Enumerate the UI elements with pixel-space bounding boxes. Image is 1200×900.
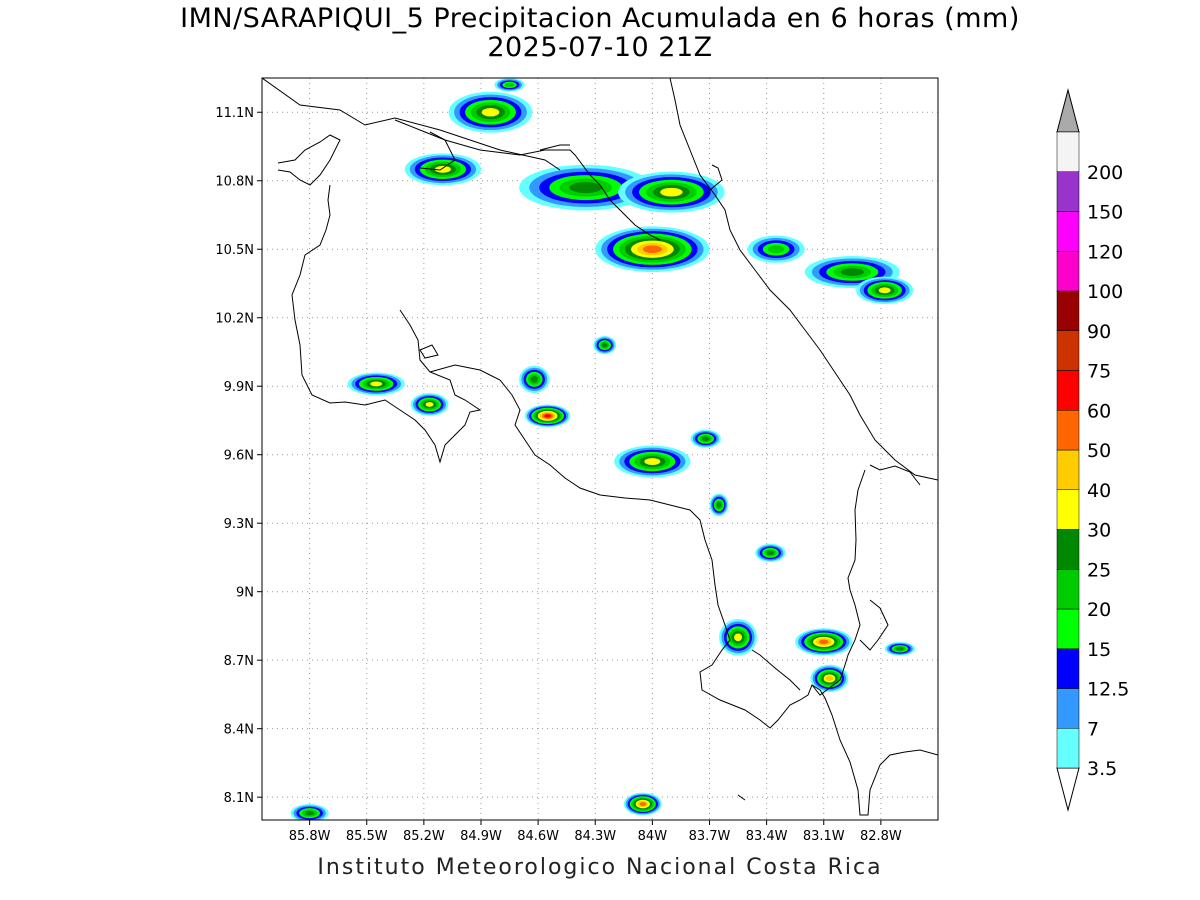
precip-contour bbox=[370, 381, 383, 387]
coastline-east bbox=[859, 599, 889, 651]
lat-tick-label: 9.3N bbox=[224, 517, 254, 532]
lat-tick-label: 8.7N bbox=[224, 654, 254, 669]
lat-tick-label: 10.8N bbox=[215, 175, 254, 190]
legend-swatch bbox=[1056, 330, 1080, 371]
pacific-coastline bbox=[262, 78, 938, 816]
legend-under-arrow bbox=[1056, 767, 1080, 812]
precip-contour bbox=[639, 802, 647, 806]
coastlines-borders bbox=[262, 78, 938, 816]
legend-swatch bbox=[1056, 569, 1080, 610]
legend-swatch bbox=[1056, 688, 1080, 729]
legend-swatch bbox=[1056, 211, 1080, 252]
legend-label: 120 bbox=[1087, 241, 1123, 263]
precip-contour bbox=[818, 639, 829, 645]
lon-tick-label: 83.1W bbox=[803, 829, 845, 844]
legend-label: 15 bbox=[1087, 639, 1111, 661]
precip-contour bbox=[840, 268, 864, 276]
precip-contour bbox=[767, 245, 785, 254]
lat-tick-label: 10.5N bbox=[215, 243, 254, 258]
precipitation-field bbox=[290, 78, 916, 820]
precip-contour bbox=[716, 502, 722, 508]
lat-tick-label: 8.4N bbox=[224, 723, 254, 738]
legend-label: 60 bbox=[1087, 400, 1111, 422]
precip-contour bbox=[644, 458, 661, 465]
legend-label: 200 bbox=[1087, 162, 1123, 184]
lon-tick-label: 84.3W bbox=[574, 829, 616, 844]
nicaragua-border bbox=[394, 119, 661, 241]
legend-swatch bbox=[1056, 728, 1080, 769]
legend-label: 75 bbox=[1087, 361, 1111, 383]
footer-credit: Instituto Meteorologico Nacional Costa R… bbox=[317, 855, 883, 880]
legend-swatch bbox=[1056, 131, 1080, 172]
panama-border bbox=[751, 464, 921, 696]
legend-label: 90 bbox=[1087, 321, 1111, 343]
lat-tick-label: 9.9N bbox=[224, 380, 254, 395]
precip-contour bbox=[481, 107, 500, 117]
legend-label: 50 bbox=[1087, 440, 1111, 462]
legend-swatch bbox=[1056, 529, 1080, 570]
precip-contour bbox=[766, 550, 775, 556]
precip-contour bbox=[544, 414, 552, 418]
precip-contour bbox=[825, 675, 833, 681]
lon-tick-label: 84.6W bbox=[517, 829, 559, 844]
precip-contour bbox=[505, 82, 514, 87]
axis-labels: 11.1N 10.8N 10.5N 10.2N 9.9N 9.6N 9.3N 9N 8.7N 8.… bbox=[215, 106, 902, 844]
chart-title: IMN/SARAPIQUI_5 Precipitacion Acumulada … bbox=[180, 3, 1020, 34]
legend-swatch bbox=[1056, 489, 1080, 530]
caribbean-coastline bbox=[669, 78, 938, 481]
precip-contour bbox=[642, 245, 662, 254]
lat-tick-label: 10.2N bbox=[215, 312, 254, 327]
precip-contour bbox=[305, 810, 315, 816]
legend-swatch bbox=[1056, 410, 1080, 451]
legend-over-arrow bbox=[1056, 88, 1080, 133]
precip-contour bbox=[878, 287, 891, 294]
legend-swatch bbox=[1056, 290, 1080, 331]
precip-contour bbox=[896, 647, 904, 651]
lon-tick-label: 83.7W bbox=[689, 829, 731, 844]
legend-label: 40 bbox=[1087, 480, 1111, 502]
lon-tick-label: 84W bbox=[638, 829, 668, 844]
legend-label: 7 bbox=[1087, 718, 1099, 740]
lon-tick-label: 85.8W bbox=[289, 829, 331, 844]
legend-label: 25 bbox=[1087, 559, 1111, 581]
legend-label: 20 bbox=[1087, 599, 1111, 621]
legend-swatch bbox=[1056, 608, 1080, 649]
legend-swatch bbox=[1056, 449, 1080, 490]
legend-swatch bbox=[1056, 370, 1080, 411]
lat-tick-label: 9N bbox=[236, 586, 254, 601]
legend-swatch bbox=[1056, 251, 1080, 292]
lon-tick-label: 85.5W bbox=[346, 829, 388, 844]
precip-contour bbox=[425, 402, 434, 407]
precip-contour bbox=[601, 342, 608, 348]
legend-label: 3.5 bbox=[1087, 758, 1117, 780]
color-legend: 3.5 7 12.5 15 20 25 30 40 50 60 75 90 100 120 150 200 bbox=[1056, 88, 1129, 812]
lon-tick-label: 82.8W bbox=[860, 829, 902, 844]
legend-label: 12.5 bbox=[1087, 679, 1129, 701]
lat-tick-label: 8.1N bbox=[224, 791, 254, 806]
legend-swatch bbox=[1056, 648, 1080, 689]
legend-label: 100 bbox=[1087, 281, 1123, 303]
precip-contour bbox=[701, 436, 710, 441]
precip-contour bbox=[660, 187, 683, 197]
lon-tick-label: 84.9W bbox=[460, 829, 502, 844]
precip-contour bbox=[434, 165, 451, 173]
precip-contour bbox=[734, 633, 743, 642]
chart-subtitle-date: 2025-07-10 21Z bbox=[487, 32, 713, 63]
map-frame bbox=[261, 77, 939, 821]
legend-label: 30 bbox=[1087, 520, 1111, 542]
precip-contour bbox=[530, 376, 539, 383]
lon-tick-label: 85.2W bbox=[403, 829, 445, 844]
lat-tick-label: 9.6N bbox=[224, 449, 254, 464]
precip-contour bbox=[569, 182, 602, 194]
legend-swatch bbox=[1056, 171, 1080, 212]
lon-tick-label: 83.4W bbox=[746, 829, 788, 844]
legend-label: 150 bbox=[1087, 202, 1123, 224]
lat-tick-label: 11.1N bbox=[215, 106, 254, 121]
